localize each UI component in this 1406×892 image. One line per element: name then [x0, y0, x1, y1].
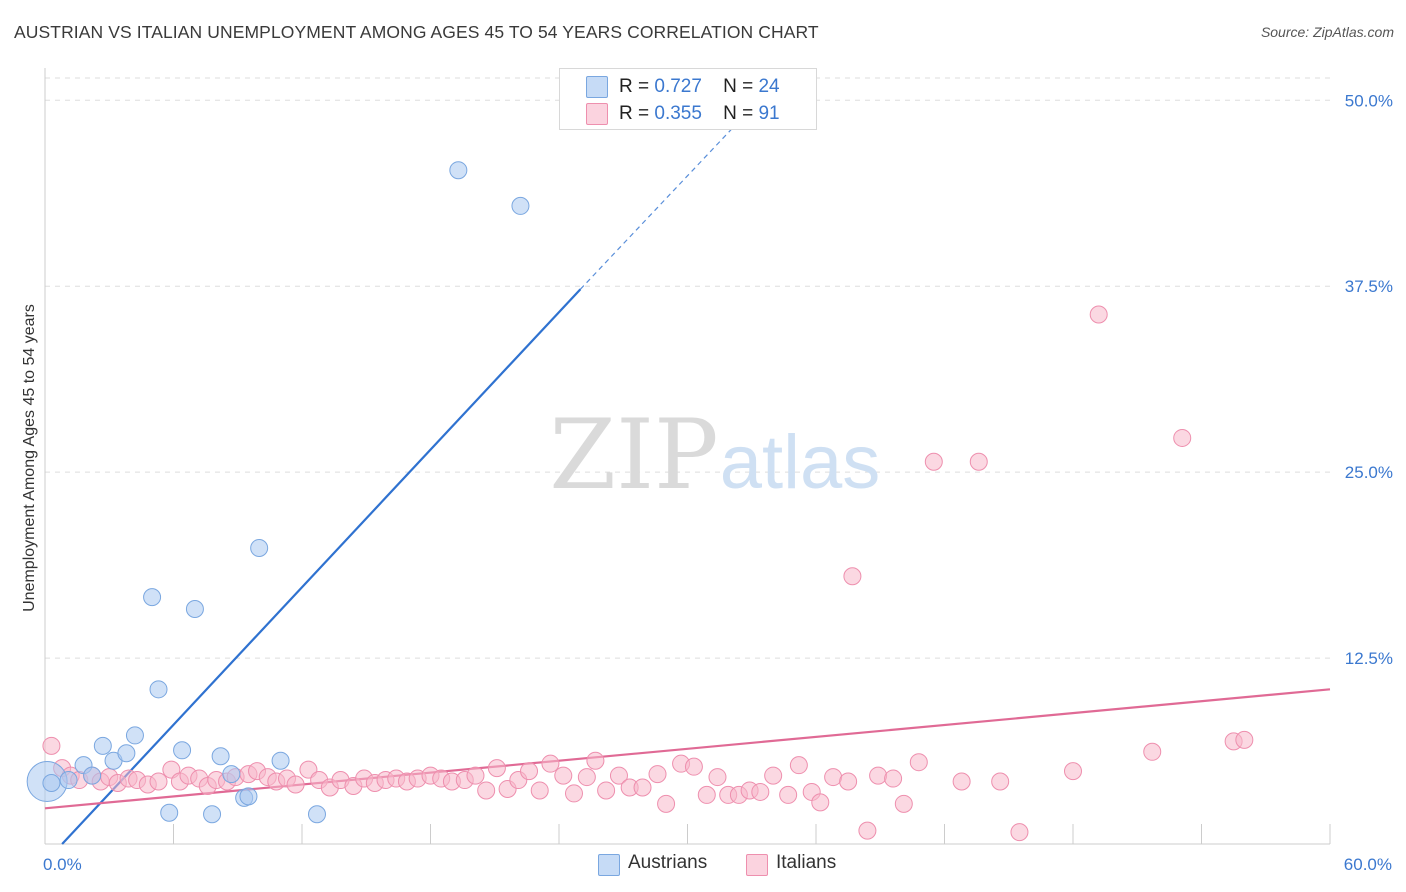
data-point-italians — [811, 793, 830, 812]
y-tick-label: 50.0% — [1345, 91, 1393, 110]
legend-n-value: 91 — [758, 103, 780, 124]
data-point-italians — [633, 778, 652, 797]
data-point-austrians — [42, 774, 61, 793]
x-tick-label: 60.0% — [1344, 855, 1392, 874]
legend-n-key: N = — [723, 76, 754, 97]
data-point-austrians — [149, 680, 168, 699]
data-point-italians — [779, 785, 798, 804]
legend-n-value: 24 — [758, 76, 780, 97]
data-point-austrians — [449, 161, 468, 180]
trend-lines — [44, 107, 1331, 845]
watermark-atlas: atlas — [720, 420, 881, 505]
data-point-austrians — [143, 588, 162, 607]
data-point-italians — [597, 781, 616, 800]
watermark: ZIP atlas — [549, 399, 880, 511]
bottom-legend-swatch-italians — [746, 854, 768, 876]
data-point-italians — [1235, 730, 1254, 749]
data-point-italians — [764, 766, 783, 785]
data-point-austrians — [211, 747, 230, 766]
data-point-austrians — [173, 741, 192, 760]
data-point-italians — [609, 766, 628, 785]
y-tick-label: 12.5% — [1345, 649, 1393, 668]
data-point-austrians — [125, 726, 144, 745]
data-point-italians — [1089, 305, 1108, 324]
data-point-italians — [1010, 823, 1029, 842]
data-point-italians — [858, 821, 877, 840]
grid-lines — [45, 77, 1330, 659]
data-point-austrians — [511, 196, 530, 215]
x-tick-label: 0.0% — [43, 855, 82, 874]
correlation-legend: R = 0.727 N = 24 R = 0.355 N = 91 — [559, 68, 817, 130]
data-point-italians — [824, 768, 843, 787]
data-point-italians — [991, 772, 1010, 791]
data-point-austrians — [239, 787, 258, 806]
legend-n-key: N = — [723, 103, 754, 124]
data-point-austrians — [271, 751, 290, 770]
data-point-italians — [909, 753, 928, 772]
data-points — [26, 161, 1254, 842]
bottom-legend-label-italians: Italians — [776, 852, 837, 873]
legend-r-key: R = — [619, 76, 650, 97]
data-point-italians — [657, 794, 676, 813]
data-point-italians — [520, 762, 539, 781]
data-point-italians — [751, 782, 770, 801]
data-point-austrians — [307, 805, 326, 824]
legend-swatch-italians — [586, 103, 608, 125]
data-point-austrians — [250, 539, 269, 558]
data-point-austrians — [59, 771, 78, 790]
data-point-austrians — [117, 744, 136, 763]
data-point-italians — [969, 452, 988, 471]
data-point-italians — [477, 781, 496, 800]
data-point-austrians — [93, 736, 112, 755]
axes — [44, 68, 1331, 845]
data-point-italians — [843, 567, 862, 586]
data-point-italians — [554, 766, 573, 785]
data-point-italians — [564, 784, 583, 803]
data-point-italians — [684, 757, 703, 776]
data-point-italians — [789, 756, 808, 775]
y-tick-label: 37.5% — [1345, 277, 1393, 296]
legend-r-value: 0.727 — [654, 76, 702, 97]
trend-line-italians — [44, 688, 1331, 810]
data-point-italians — [924, 452, 943, 471]
data-point-austrians — [222, 765, 241, 784]
data-point-italians — [541, 754, 560, 773]
data-point-italians — [884, 769, 903, 788]
watermark-zip: ZIP — [549, 399, 718, 511]
data-point-italians — [648, 765, 667, 784]
data-point-italians — [286, 775, 305, 794]
data-point-italians — [1143, 742, 1162, 761]
y-tick-label: 25.0% — [1345, 463, 1393, 482]
data-point-italians — [586, 751, 605, 770]
legend-swatch-austrians — [586, 76, 608, 98]
data-point-italians — [530, 781, 549, 800]
data-point-italians — [577, 768, 596, 787]
data-point-italians — [149, 772, 168, 791]
data-point-italians — [839, 772, 858, 791]
data-point-austrians — [160, 803, 179, 822]
legend-r-value: 0.355 — [654, 103, 702, 124]
data-point-italians — [869, 766, 888, 785]
data-point-italians — [894, 794, 913, 813]
tick-labels: 12.5% 25.0% 37.5% 50.0% 0.0% 60.0% — [43, 91, 1393, 874]
data-point-italians — [1173, 428, 1192, 447]
trend-line-austrians — [61, 288, 582, 845]
bottom-legend-label-austrians: Austrians — [628, 852, 708, 873]
data-point-austrians — [83, 766, 102, 785]
data-point-italians — [466, 766, 485, 785]
data-point-italians — [697, 785, 716, 804]
chart-title: AUSTRIAN VS ITALIAN UNEMPLOYMENT AMONG A… — [14, 22, 819, 42]
bottom-legend-swatch-austrians — [598, 854, 620, 876]
data-point-austrians — [203, 805, 222, 824]
data-point-italians — [1064, 762, 1082, 781]
legend-r-key: R = — [619, 103, 650, 124]
data-point-italians — [487, 759, 506, 778]
source-attribution: Source: ZipAtlas.com — [1260, 24, 1394, 40]
data-point-italians — [42, 736, 61, 755]
data-point-italians — [708, 768, 727, 787]
data-point-italians — [952, 772, 971, 791]
data-point-austrians — [185, 599, 204, 618]
trend-line-extension-austrians — [579, 107, 753, 290]
